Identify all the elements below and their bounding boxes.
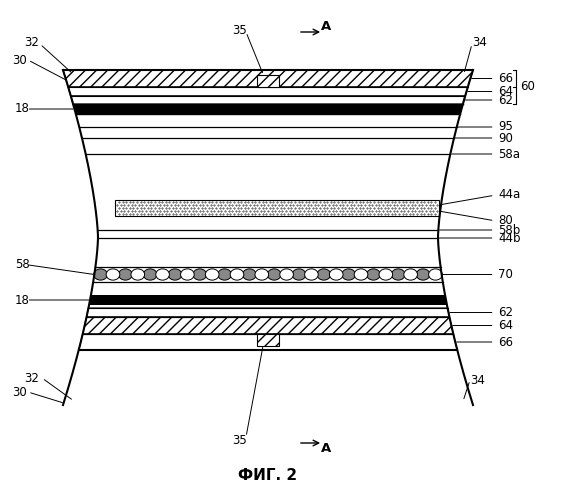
Bar bbox=[115, 200, 439, 216]
Polygon shape bbox=[68, 87, 468, 96]
Ellipse shape bbox=[156, 269, 169, 280]
Ellipse shape bbox=[379, 269, 393, 280]
Ellipse shape bbox=[181, 269, 194, 280]
Text: 32: 32 bbox=[24, 372, 40, 384]
Text: 95: 95 bbox=[498, 120, 513, 134]
Ellipse shape bbox=[106, 269, 120, 280]
Text: 64: 64 bbox=[498, 319, 513, 332]
Text: 44a: 44a bbox=[498, 188, 520, 202]
Ellipse shape bbox=[367, 269, 380, 280]
Ellipse shape bbox=[230, 269, 244, 280]
Text: 66: 66 bbox=[498, 336, 513, 348]
Text: 90: 90 bbox=[498, 132, 513, 144]
Ellipse shape bbox=[342, 269, 355, 280]
Text: 60: 60 bbox=[520, 80, 535, 94]
Text: 58a: 58a bbox=[498, 148, 520, 160]
Ellipse shape bbox=[131, 269, 144, 280]
Polygon shape bbox=[83, 317, 453, 334]
Text: 34: 34 bbox=[470, 374, 486, 386]
Text: ФИГ. 2: ФИГ. 2 bbox=[238, 468, 298, 482]
Polygon shape bbox=[63, 70, 473, 87]
Polygon shape bbox=[73, 104, 463, 114]
Ellipse shape bbox=[392, 269, 405, 280]
Polygon shape bbox=[71, 96, 465, 104]
Bar bbox=[257, 75, 279, 87]
Ellipse shape bbox=[243, 269, 256, 280]
Text: 58b: 58b bbox=[498, 224, 520, 236]
Ellipse shape bbox=[193, 269, 207, 280]
Ellipse shape bbox=[267, 269, 281, 280]
Text: 80: 80 bbox=[498, 214, 513, 228]
Text: 62: 62 bbox=[498, 306, 513, 319]
Polygon shape bbox=[89, 295, 447, 305]
Ellipse shape bbox=[428, 269, 442, 280]
Polygon shape bbox=[87, 308, 449, 317]
Ellipse shape bbox=[255, 269, 269, 280]
Ellipse shape bbox=[205, 269, 219, 280]
Ellipse shape bbox=[317, 269, 331, 280]
Text: 35: 35 bbox=[233, 434, 247, 446]
Text: 32: 32 bbox=[24, 36, 40, 49]
Text: 30: 30 bbox=[12, 54, 27, 66]
Ellipse shape bbox=[280, 269, 293, 280]
Text: A: A bbox=[321, 20, 331, 34]
Text: 18: 18 bbox=[15, 294, 30, 306]
Ellipse shape bbox=[143, 269, 157, 280]
Ellipse shape bbox=[416, 269, 430, 280]
Text: 18: 18 bbox=[15, 102, 30, 116]
Ellipse shape bbox=[354, 269, 368, 280]
Text: 70: 70 bbox=[498, 268, 513, 281]
Text: 30: 30 bbox=[12, 386, 27, 398]
Ellipse shape bbox=[329, 269, 343, 280]
Text: 62: 62 bbox=[498, 94, 513, 106]
Text: 44b: 44b bbox=[498, 232, 521, 244]
Ellipse shape bbox=[218, 269, 231, 280]
Ellipse shape bbox=[292, 269, 306, 280]
Bar bbox=[257, 334, 279, 346]
Polygon shape bbox=[79, 334, 457, 350]
Ellipse shape bbox=[168, 269, 182, 280]
Text: 58: 58 bbox=[15, 258, 30, 271]
Text: A: A bbox=[321, 442, 331, 454]
Ellipse shape bbox=[118, 269, 132, 280]
Text: 35: 35 bbox=[233, 24, 247, 36]
Ellipse shape bbox=[94, 269, 108, 280]
Ellipse shape bbox=[404, 269, 418, 280]
Text: 66: 66 bbox=[498, 72, 513, 85]
Text: 34: 34 bbox=[473, 36, 487, 49]
Text: 64: 64 bbox=[498, 85, 513, 98]
Ellipse shape bbox=[305, 269, 318, 280]
